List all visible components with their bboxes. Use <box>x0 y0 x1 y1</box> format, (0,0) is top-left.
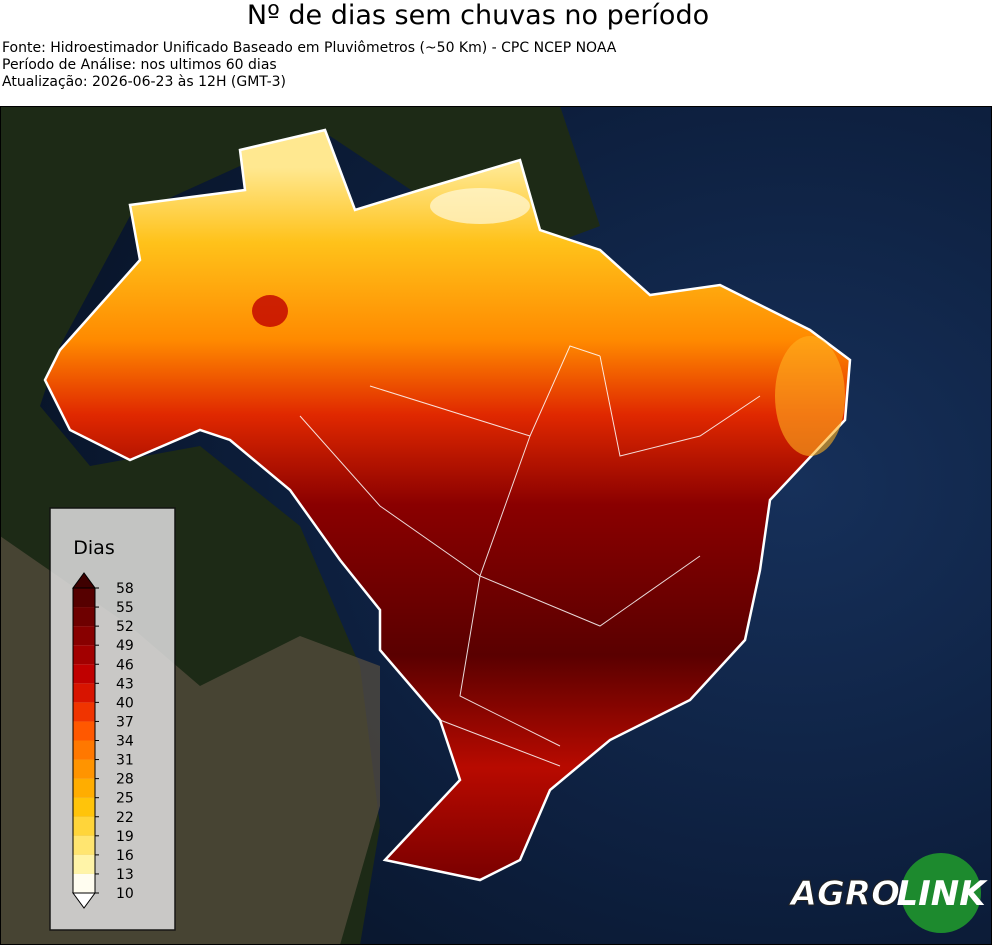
colorbar-segment <box>73 835 95 855</box>
colorbar-segment <box>73 626 95 646</box>
header: Nº de dias sem chuvas no período Fonte: … <box>0 0 992 106</box>
colorbar-tick-label: 16 <box>116 848 134 864</box>
colorbar-tick-label: 46 <box>116 657 134 673</box>
colorbar-tick-label: 52 <box>116 619 134 635</box>
colorbar-tick-label: 49 <box>116 638 134 654</box>
legend-box <box>49 507 176 931</box>
colorbar-tick-label: 58 <box>116 581 134 597</box>
brazil-heatmap <box>43 128 852 882</box>
logo-circle <box>901 853 981 933</box>
colorbar-tick-label: 34 <box>116 734 134 750</box>
colorbar-tick-label: 43 <box>116 676 134 692</box>
colorbar-segment <box>73 759 95 779</box>
colorbar-tick-label: 40 <box>116 695 134 711</box>
colorbar-tick-label: 55 <box>116 600 134 616</box>
period-line: Período de Análise: nos ultimos 60 dias <box>2 57 277 73</box>
colorbar-segment <box>73 740 95 760</box>
legend: Dias 10 13 16 19 22 25 28 31 34 37 40 43 46 49 52 55 58 <box>49 507 176 931</box>
map-title: Nº de dias sem chuvas no período <box>246 0 710 31</box>
colorbar-tick-label: 31 <box>116 753 134 769</box>
update-line: Atualização: 2026-06-23 às 12H (GMT-3) <box>2 74 286 90</box>
colorbar-segment <box>73 607 95 627</box>
colorbar-segment <box>73 588 95 608</box>
colorbar-tick-label: 25 <box>116 791 134 807</box>
colorbar-tick-label: 10 <box>116 886 134 902</box>
colorbar-tick-label: 37 <box>116 714 134 730</box>
colorbar-tick-label: 19 <box>116 829 134 845</box>
colorbar-tick-label: 13 <box>116 867 134 883</box>
colorbar-segment <box>73 816 95 836</box>
colorbar-segment <box>73 702 95 722</box>
logo: AGRO LINK <box>787 853 988 933</box>
colorbar-segment <box>73 797 95 817</box>
heat-spot <box>252 295 288 327</box>
heat-spot <box>430 188 530 224</box>
colorbar-segment <box>73 778 95 798</box>
colorbar-tick-label: 28 <box>116 772 134 788</box>
colorbar-segment <box>73 645 95 665</box>
colorbar-segment <box>73 873 95 893</box>
colorbar-segment <box>73 683 95 703</box>
legend-title: Dias <box>73 537 114 559</box>
colorbar-segment <box>73 664 95 684</box>
logo-right: LINK <box>896 874 988 914</box>
state-borders <box>299 345 761 767</box>
heat-spot <box>775 336 845 456</box>
map: Dias 1013161922252831343740434649525558 … <box>0 106 992 945</box>
colorbar-tick-label: 22 <box>116 810 134 826</box>
colorbar-segment <box>73 854 95 874</box>
colorbar-segment <box>73 721 95 741</box>
source-line: Fonte: Hidroestimador Unificado Baseado … <box>2 40 617 56</box>
logo-left: AGRO <box>788 874 900 914</box>
